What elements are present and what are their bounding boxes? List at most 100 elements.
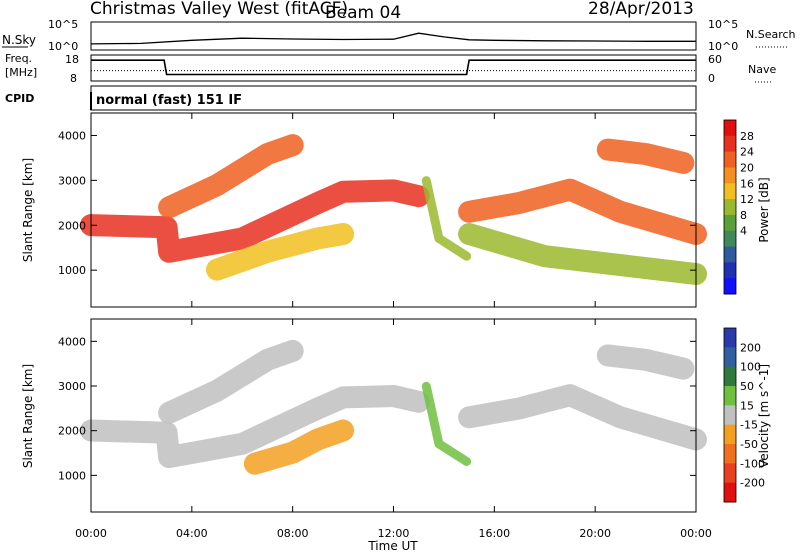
colorbar-swatch	[724, 183, 736, 200]
heatmap-region	[80, 179, 430, 263]
colorbar-swatch	[724, 328, 736, 348]
heatmap-region	[158, 134, 304, 219]
colorbar-tick-label: 200	[740, 341, 761, 354]
heatmap-region	[421, 176, 472, 261]
colorbar-swatch	[724, 214, 736, 232]
noise-left-tick-bottom: 10^0	[48, 40, 78, 53]
y-tick-label: 4000	[58, 335, 86, 348]
colorbar-swatch	[724, 167, 736, 184]
nave-tick-top: 60	[708, 53, 722, 66]
nave-label: Nave	[748, 63, 776, 76]
colorbar-swatch	[724, 366, 736, 387]
heatmap-region	[596, 138, 695, 174]
colorbar-swatch	[724, 199, 736, 216]
heatmap-region	[458, 178, 707, 245]
heatmap-region	[243, 419, 355, 475]
colorbar-swatch	[724, 120, 736, 137]
y-tick-label: 2000	[58, 425, 86, 438]
velocity-colorbar-label: Velocity [m s^-1]	[757, 364, 771, 468]
y-tick-label: 1000	[58, 264, 86, 277]
colorbar-swatch	[724, 278, 736, 295]
colorbar-frame	[723, 327, 737, 503]
velocity-ylabel: Slant Range [km]	[21, 364, 35, 468]
nave-tick-bottom: 0	[708, 72, 715, 85]
colorbar-swatch	[724, 405, 736, 426]
colorbar-frame	[723, 119, 737, 295]
colorbar-swatch	[724, 444, 736, 464]
heatmap-region	[458, 223, 707, 285]
colorbar-tick-label: 100	[740, 361, 761, 374]
noise-right-tick-top: 10^5	[708, 18, 738, 31]
noise-right-tick-bottom: 10^0	[708, 40, 738, 53]
x-tick-label: 20:00	[579, 527, 611, 540]
noise-panel-frame	[90, 21, 697, 51]
colorbar-tick-label: 50	[740, 380, 754, 393]
colorbar-tick-label: 12	[740, 193, 754, 206]
freq-tick-bottom: 8	[70, 72, 77, 85]
x-tick-label: 12:00	[378, 527, 410, 540]
colorbar-tick-label: 20	[740, 161, 754, 174]
noise-right-label: N.Search	[746, 28, 796, 41]
freq-panel-frame	[90, 54, 697, 82]
beam-label: Beam 04	[325, 3, 401, 23]
velocity-heatmap	[80, 339, 707, 475]
x-tick-label: 00:00	[75, 527, 107, 540]
date-label: 28/Apr/2013	[588, 0, 694, 19]
colorbar-tick-label: 15	[740, 399, 754, 412]
colorbar-tick-label: 24	[740, 146, 754, 159]
heatmap-region	[80, 385, 430, 469]
x-axis-label: Time UT	[367, 539, 418, 553]
noise-left-tick-top: 10^5	[48, 18, 78, 31]
heatmap-region	[158, 339, 304, 424]
colorbar-tick-label: -100	[740, 457, 765, 470]
colorbar-tick-label: -50	[740, 438, 758, 451]
colorbar-tick-label: 16	[740, 177, 754, 190]
colorbar-swatch	[724, 347, 736, 368]
power-colorbar-label: Power [dB]	[757, 177, 771, 242]
heatmap-region	[596, 344, 695, 380]
x-tick-label: 16:00	[478, 527, 510, 540]
freq-tick-top: 18	[65, 53, 79, 66]
colorbar-swatch	[724, 463, 736, 484]
heatmap-region	[421, 381, 472, 466]
freq-label-line1: Freq.	[5, 52, 32, 65]
power-yaxis: 1000 2000 3000 4000	[58, 129, 696, 277]
velocity-yaxis: 1000 2000 3000 4000	[58, 335, 696, 482]
colorbar-swatch	[724, 424, 736, 445]
y-tick-label: 4000	[58, 129, 86, 142]
heatmap-region	[458, 384, 707, 451]
colorbar-swatch	[724, 386, 736, 406]
freq-label-line2: [MHz]	[5, 66, 37, 79]
colorbar-tick-label: -200	[740, 477, 765, 490]
noise-series-line	[90, 32, 696, 45]
x-tick-label: 00:00	[680, 527, 712, 540]
cpid-label: CPID	[5, 92, 34, 105]
x-tick-label: 04:00	[176, 527, 208, 540]
colorbar-swatch	[724, 135, 736, 153]
power-heatmap	[80, 134, 707, 285]
freq-series-line	[91, 59, 696, 76]
y-tick-label: 3000	[58, 174, 86, 187]
colorbar-swatch	[724, 151, 736, 168]
y-tick-label: 2000	[58, 219, 86, 232]
colorbar-tick-label: 8	[740, 209, 747, 222]
velocity-colorbar: 200 100 50 15 -15 -50 -100 -200	[723, 327, 765, 503]
colorbar-tick-label: -15	[740, 419, 758, 432]
power-colorbar: 28 24 20 16 12 8 4	[723, 119, 754, 295]
colorbar-swatch	[724, 482, 736, 503]
y-tick-label: 3000	[58, 380, 86, 393]
colorbar-tick-label: 4	[740, 225, 747, 238]
colorbar-tick-label: 28	[740, 130, 754, 143]
noise-left-label: N.Sky	[2, 33, 36, 47]
x-tick-label: 08:00	[277, 527, 309, 540]
power-ylabel: Slant Range [km]	[21, 158, 35, 262]
colorbar-swatch	[724, 246, 736, 263]
colorbar-swatch	[724, 262, 736, 279]
colorbar-swatch	[724, 230, 736, 248]
cpid-text: normal (fast) 151 IF	[96, 93, 242, 108]
heatmap-region	[206, 223, 355, 281]
y-tick-label: 1000	[58, 469, 86, 482]
station-title: Christmas Valley West (fitACF)	[90, 0, 348, 19]
